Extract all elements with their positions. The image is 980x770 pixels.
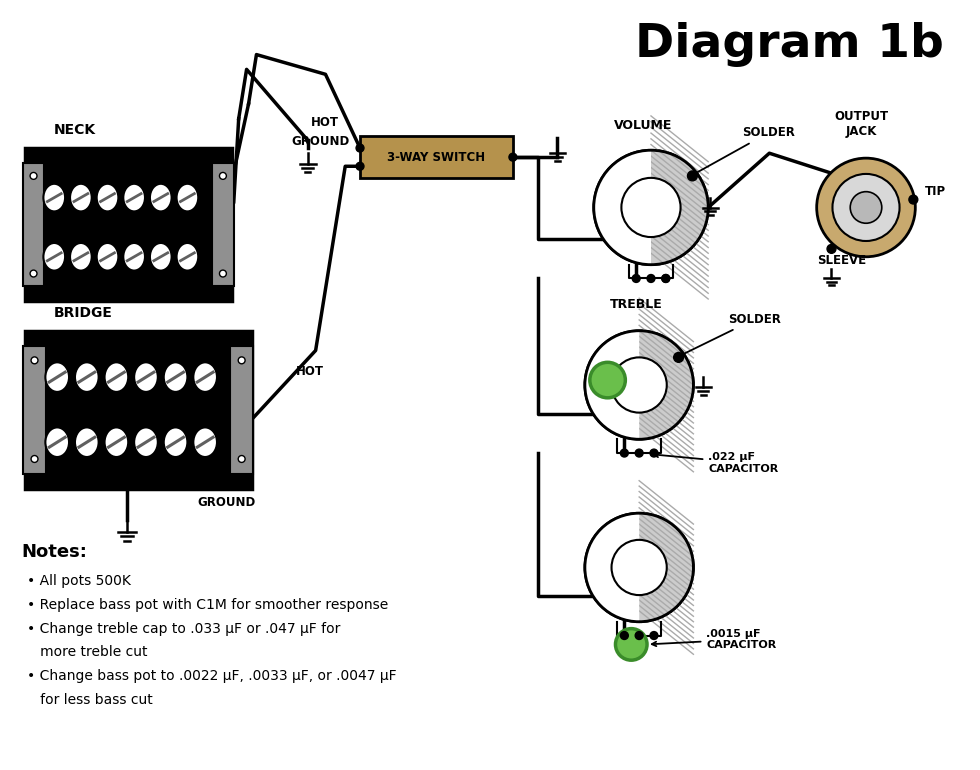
Text: .0015 μF
CAPACITOR: .0015 μF CAPACITOR [652,629,776,651]
Polygon shape [639,331,694,439]
Circle shape [851,192,882,223]
Circle shape [30,270,37,277]
Circle shape [615,628,647,660]
Ellipse shape [105,363,128,392]
Circle shape [356,144,364,152]
Ellipse shape [74,363,99,392]
Ellipse shape [193,427,217,457]
Ellipse shape [45,363,69,392]
Ellipse shape [70,184,92,212]
Text: HOT: HOT [296,365,324,378]
Circle shape [650,449,658,457]
Ellipse shape [150,243,172,270]
Ellipse shape [70,243,92,270]
Ellipse shape [43,184,65,212]
Text: • Change treble cap to .033 μF or .047 μF for: • Change treble cap to .033 μF or .047 μ… [26,621,340,636]
Text: NECK: NECK [54,123,96,138]
Circle shape [635,449,643,457]
Text: 3-WAY SWITCH: 3-WAY SWITCH [387,151,485,164]
Circle shape [612,540,666,595]
Circle shape [594,150,709,265]
Ellipse shape [164,427,187,457]
Circle shape [509,153,516,161]
Circle shape [220,172,226,179]
Circle shape [585,514,694,621]
Circle shape [832,174,900,241]
Circle shape [632,275,640,283]
Text: .022 μF
CAPACITOR: .022 μF CAPACITOR [654,452,778,474]
Circle shape [827,244,836,253]
Polygon shape [651,150,709,265]
Bar [23,163,44,286]
Ellipse shape [97,184,119,212]
Bar [24,149,232,301]
Circle shape [31,357,38,363]
Polygon shape [585,514,639,621]
Circle shape [238,357,245,363]
Ellipse shape [123,243,145,270]
Ellipse shape [74,427,99,457]
Circle shape [816,158,915,256]
Text: OUTPUT
JACK: OUTPUT JACK [834,110,888,139]
Ellipse shape [176,184,198,212]
Polygon shape [585,331,639,439]
Ellipse shape [134,427,158,457]
Text: HOT: HOT [311,116,339,129]
Circle shape [635,631,643,639]
Bar [360,136,513,178]
Polygon shape [594,150,651,265]
Text: • All pots 500K: • All pots 500K [26,574,130,588]
Text: TREBLE: TREBLE [610,298,662,311]
Circle shape [621,178,680,237]
Text: for less bass cut: for less bass cut [26,693,152,707]
Ellipse shape [105,427,128,457]
Circle shape [220,270,226,277]
Text: • Change bass pot to .0022 μF, .0033 μF, or .0047 μF: • Change bass pot to .0022 μF, .0033 μF,… [26,669,396,683]
Circle shape [908,195,918,204]
Circle shape [647,275,655,283]
Ellipse shape [97,243,119,270]
Circle shape [673,353,683,363]
Text: SOLDER: SOLDER [697,126,795,172]
Circle shape [590,363,625,398]
Ellipse shape [193,363,217,392]
Bar [230,346,254,474]
Text: GROUND: GROUND [291,136,349,149]
Circle shape [585,331,694,439]
Bar [23,346,46,474]
Ellipse shape [176,243,198,270]
Circle shape [30,172,37,179]
Text: Diagram 1b: Diagram 1b [635,22,944,67]
Text: more treble cut: more treble cut [26,645,147,659]
Circle shape [620,449,628,457]
Circle shape [650,631,658,639]
Ellipse shape [150,184,172,212]
Ellipse shape [45,427,69,457]
Ellipse shape [123,184,145,212]
Circle shape [238,456,245,463]
Text: VOLUME: VOLUME [613,119,672,132]
Circle shape [688,171,698,181]
Circle shape [620,631,628,639]
Text: • Replace bass pot with C1M for smoother response: • Replace bass pot with C1M for smoother… [26,598,388,612]
Circle shape [662,275,669,283]
Circle shape [612,357,666,413]
Ellipse shape [134,363,158,392]
Ellipse shape [164,363,187,392]
Bar [212,163,234,286]
Circle shape [31,456,38,463]
Ellipse shape [43,243,65,270]
Text: GROUND: GROUND [197,497,256,509]
Text: SLEEVE: SLEEVE [816,253,866,266]
Circle shape [662,275,669,283]
Text: TIP: TIP [925,185,947,198]
Bar [24,331,252,489]
Text: SOLDER: SOLDER [683,313,781,354]
Text: BRIDGE: BRIDGE [54,306,113,320]
Circle shape [356,162,364,170]
Polygon shape [639,514,694,621]
Text: Notes:: Notes: [22,543,87,561]
